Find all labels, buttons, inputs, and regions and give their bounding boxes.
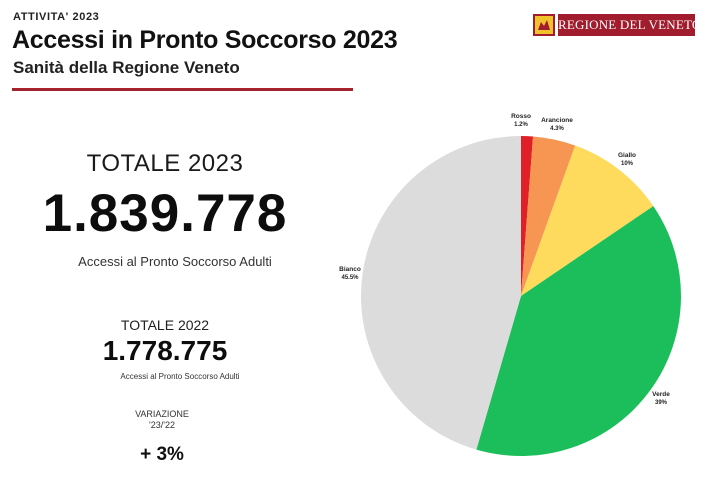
total-2023-value: 1.839.778	[42, 184, 288, 243]
page-title: Accessi in Pronto Soccorso 2023	[12, 26, 398, 54]
total-2022-label: TOTALE 2022	[120, 317, 210, 333]
page-subtitle: Sanità della Regione Veneto	[13, 58, 240, 77]
pie-label-value-rosso: 1.2%	[514, 122, 528, 128]
regione-veneto-logo: REGIONE DEL VENETO	[533, 14, 701, 36]
pie-label-name-rosso: Rosso	[511, 113, 531, 120]
title-underline	[12, 88, 353, 91]
page-kicker: ATTIVITA' 2023	[13, 11, 100, 23]
total-2023-description: Accessi al Pronto Soccorso Adulti	[78, 254, 272, 269]
pie-label-name-giallo: Giallo	[618, 152, 636, 159]
pie-label-name-bianco: Bianco	[339, 266, 361, 273]
pie-label-value-bianco: 45.5%	[341, 275, 359, 281]
pie-label-value-arancione: 4.3%	[550, 126, 564, 132]
pie-slice-giallo	[521, 145, 654, 296]
pie-slice-bianco	[360, 136, 521, 450]
total-2022-value: 1.778.775	[102, 335, 228, 366]
pie-label-name-arancione: Arancione	[541, 117, 573, 124]
pie-slice-rosso	[521, 136, 534, 296]
pie-label-value-giallo: 10%	[621, 161, 634, 167]
variation-period: '23/'22	[149, 420, 175, 430]
total-2022-description: Accessi al Pronto Soccorso Adulti	[120, 372, 240, 381]
pie-label-name-verde: Verde	[652, 391, 670, 398]
variation-label: VARIAZIONE	[135, 409, 189, 419]
triage-pie-chart: Rosso 1.2% Arancione 4.3% Giallo 10% Verde 39% B…	[339, 113, 681, 457]
pie-slice-verde	[476, 206, 681, 457]
pie-slice-arancione	[521, 136, 576, 296]
pie-slices	[360, 136, 681, 457]
total-2023-label: TOTALE 2023	[86, 150, 244, 177]
logo-text: REGIONE DEL VENETO	[558, 14, 701, 36]
pie-label-value-verde: 39%	[655, 400, 668, 406]
variation-value: + 3%	[140, 444, 184, 465]
pie-labels: Rosso 1.2% Arancione 4.3% Giallo 10% Verde 39% B…	[339, 113, 670, 406]
lion-emblem-icon	[533, 14, 555, 36]
